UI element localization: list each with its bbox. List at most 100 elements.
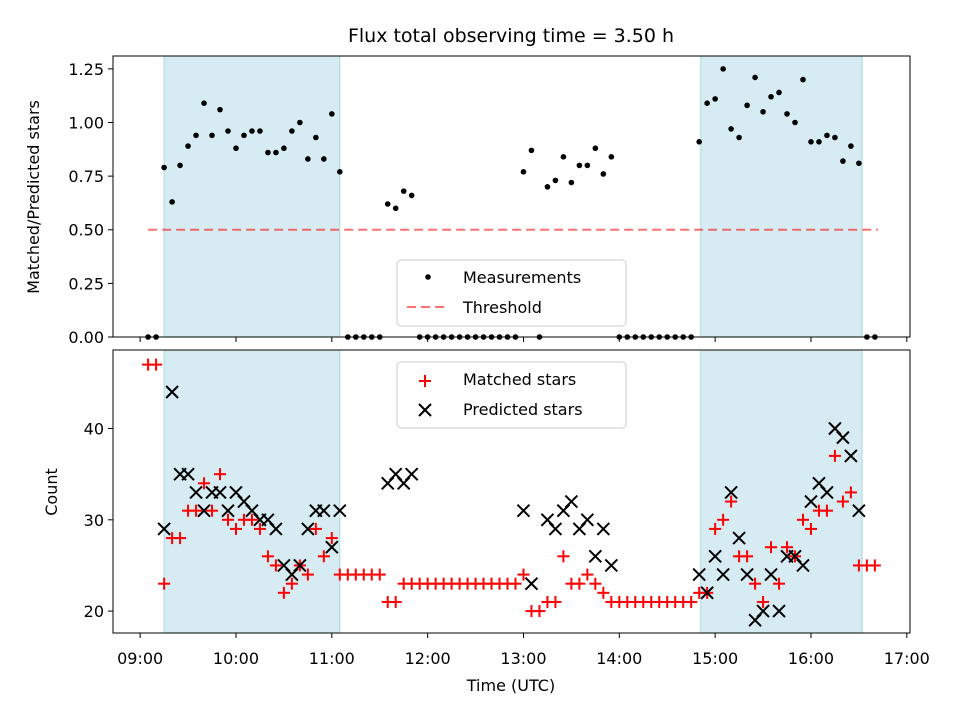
matched-star-point bbox=[245, 513, 258, 526]
measurement-point bbox=[712, 96, 718, 102]
measurement-point bbox=[313, 134, 319, 141]
matched-star-point bbox=[741, 550, 754, 563]
top-y-tick-label: 1.25 bbox=[68, 60, 104, 79]
measurement-point bbox=[848, 143, 854, 149]
matched-star-point bbox=[581, 568, 594, 581]
matched-star-point bbox=[277, 586, 290, 599]
matched-star-point bbox=[229, 522, 242, 535]
predicted-star-point bbox=[189, 485, 203, 500]
matched-star-point bbox=[285, 577, 298, 590]
matched-star-point bbox=[749, 577, 762, 590]
bottom-y-tick-label: 40 bbox=[84, 420, 104, 439]
measurement-point bbox=[185, 143, 191, 149]
predicted-star-point bbox=[269, 522, 283, 536]
predicted-star-point bbox=[181, 467, 195, 481]
matched-star-point bbox=[573, 577, 586, 590]
matched-star-point bbox=[589, 577, 602, 590]
measurement-point bbox=[169, 199, 175, 205]
matched-star-point bbox=[190, 504, 203, 517]
measurement-point bbox=[728, 126, 734, 132]
legend-measurements-label: Measurements bbox=[463, 268, 581, 287]
bottom-axes-ticks: 20 30 40 09:00 10:00 11:00 12:00 13:00 14:00 15:0… bbox=[84, 420, 930, 668]
matched-star-point bbox=[221, 513, 234, 526]
measurement-point bbox=[241, 132, 247, 139]
measurement-point bbox=[552, 177, 559, 184]
measurement-point bbox=[408, 192, 415, 199]
predicted-star-point bbox=[740, 567, 754, 582]
measurement-point bbox=[161, 164, 167, 171]
matched-star-point bbox=[206, 504, 219, 517]
matched-star-point bbox=[725, 495, 738, 508]
matched-star-point bbox=[317, 550, 330, 563]
top-legend-box bbox=[396, 259, 627, 327]
measurement-point bbox=[177, 162, 183, 169]
matched-star-point bbox=[261, 550, 274, 563]
predicted-star-point bbox=[317, 503, 331, 518]
measurement-point bbox=[824, 132, 830, 139]
measurement-point bbox=[592, 145, 599, 152]
measurement-point bbox=[744, 102, 750, 109]
measurement-point bbox=[840, 158, 846, 164]
measurement-point bbox=[768, 93, 774, 100]
x-tick-label: 11:00 bbox=[309, 649, 355, 668]
measurement-point bbox=[520, 169, 527, 175]
matched-star-point bbox=[844, 486, 857, 499]
matched-star-point bbox=[828, 449, 841, 462]
predicted-star-point bbox=[772, 604, 786, 618]
matched-star-point bbox=[373, 568, 386, 581]
predicted-star-point bbox=[165, 385, 179, 399]
measurement-point bbox=[305, 156, 311, 162]
measurement-point bbox=[784, 111, 790, 117]
matched-star-point bbox=[158, 577, 171, 590]
predicted-star-point bbox=[836, 430, 850, 445]
predicted-star-point bbox=[764, 567, 778, 582]
top-axes-frame bbox=[112, 55, 911, 338]
top-shaded-span bbox=[700, 55, 863, 338]
measurement-point bbox=[384, 201, 391, 207]
x-tick-label: 15:00 bbox=[692, 649, 738, 668]
bottom-legend-box bbox=[396, 361, 627, 429]
measurement-point bbox=[696, 139, 702, 145]
matched-star-point bbox=[325, 532, 338, 545]
matched-star-point bbox=[597, 586, 610, 599]
predicted-star-point bbox=[404, 467, 419, 481]
bottom-axes-frame bbox=[112, 349, 911, 634]
matched-star-point bbox=[765, 541, 778, 554]
predicted-star-point bbox=[580, 513, 595, 527]
measurement-point bbox=[608, 154, 615, 160]
measurement-point bbox=[273, 149, 279, 156]
predicted-star-point bbox=[796, 558, 810, 573]
count-points bbox=[142, 358, 881, 627]
measurement-point bbox=[265, 149, 271, 156]
legend-matched-marker bbox=[419, 375, 431, 387]
legend-matched-label: Matched stars bbox=[463, 370, 576, 389]
top-y-axis-label: Matched/Predicted stars bbox=[24, 100, 43, 294]
legend-measurement-marker bbox=[425, 274, 431, 280]
matched-star-point bbox=[709, 522, 722, 535]
x-tick-label: 10:00 bbox=[213, 649, 259, 668]
measurement-point bbox=[400, 188, 407, 194]
measurement-point bbox=[776, 89, 782, 96]
top-y-tick-label: 1.00 bbox=[68, 113, 104, 132]
measurement-point bbox=[281, 145, 287, 152]
matched-star-point bbox=[773, 577, 786, 590]
matched-star-point bbox=[198, 477, 211, 490]
bottom-shaded-span bbox=[700, 349, 863, 634]
predicted-star-point bbox=[844, 449, 858, 463]
measurement-point bbox=[720, 66, 726, 72]
predicted-star-point bbox=[564, 494, 579, 509]
measurement-point bbox=[201, 100, 207, 106]
matched-star-point bbox=[301, 568, 314, 581]
top-legend: Measurements Threshold bbox=[396, 259, 627, 327]
predicted-star-point bbox=[301, 522, 315, 536]
measurement-point bbox=[760, 108, 766, 115]
predicted-star-point bbox=[221, 503, 235, 518]
predicted-star-point bbox=[756, 604, 770, 618]
predicted-star-point bbox=[804, 494, 818, 509]
predicted-star-point bbox=[852, 503, 866, 518]
matched-star-point bbox=[549, 595, 562, 608]
matched-star-point bbox=[214, 468, 227, 481]
predicted-star-point bbox=[524, 576, 539, 591]
bottom-y-tick-label: 30 bbox=[84, 511, 104, 530]
matched-star-point bbox=[309, 522, 322, 535]
